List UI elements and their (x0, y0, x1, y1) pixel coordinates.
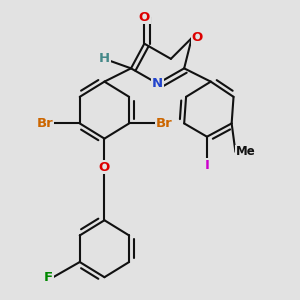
Text: O: O (192, 32, 203, 44)
Text: I: I (205, 159, 209, 172)
Text: F: F (44, 271, 53, 284)
Text: H: H (99, 52, 110, 65)
Text: N: N (152, 77, 163, 90)
Text: O: O (139, 11, 150, 24)
Text: Br: Br (36, 117, 53, 130)
Text: O: O (99, 160, 110, 174)
Text: Me: Me (236, 146, 255, 158)
Text: Br: Br (156, 117, 172, 130)
